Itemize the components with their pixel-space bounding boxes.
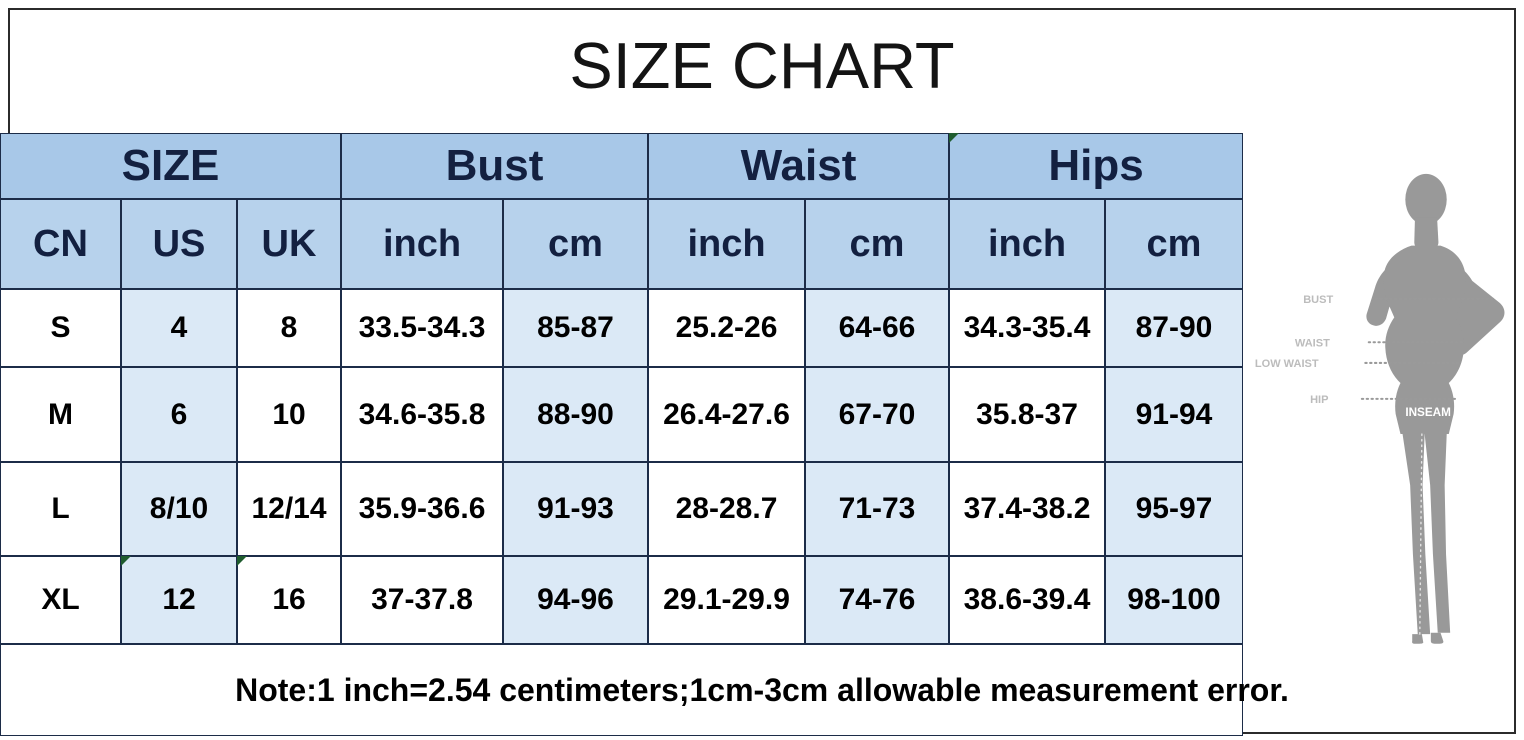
svg-text:WAIST: WAIST bbox=[1295, 337, 1330, 349]
svg-text:LOW WAIST: LOW WAIST bbox=[1255, 358, 1319, 370]
svg-text:INSEAM: INSEAM bbox=[1405, 406, 1451, 419]
svg-text:BUST: BUST bbox=[1303, 294, 1333, 306]
svg-text:HIP: HIP bbox=[1310, 394, 1328, 406]
